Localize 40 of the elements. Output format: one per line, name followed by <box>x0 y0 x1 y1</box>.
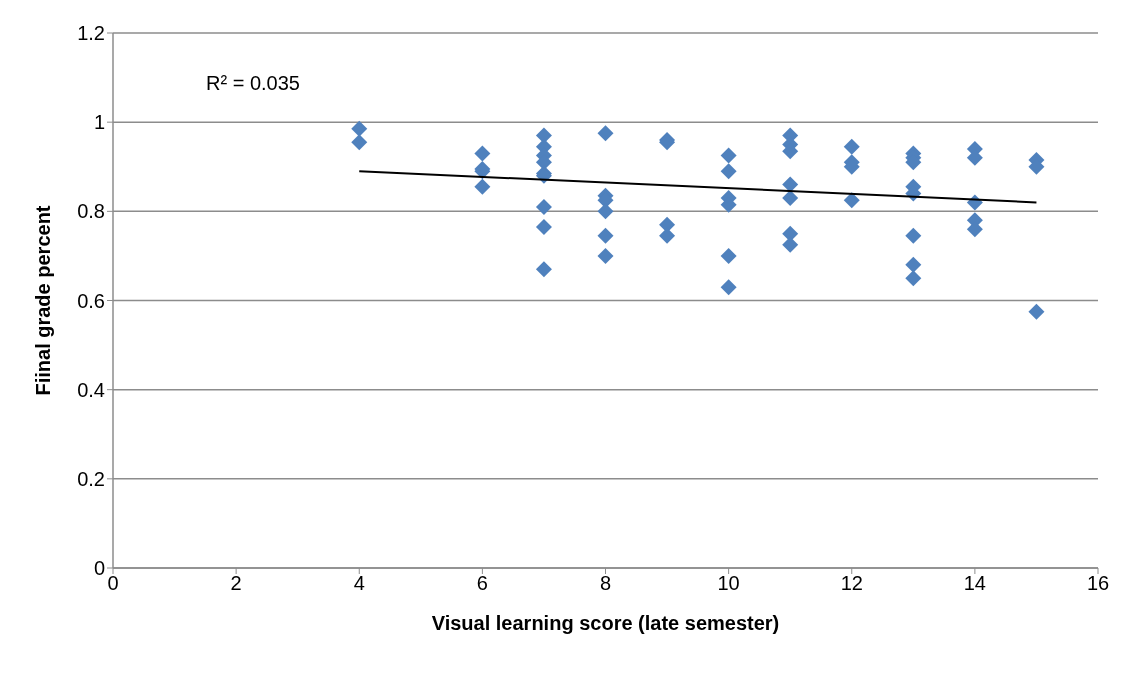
x-tick-label: 6 <box>476 572 488 595</box>
x-tick-label: 16 <box>1086 572 1110 595</box>
point <box>351 120 368 137</box>
x-tick-label: 12 <box>840 572 863 595</box>
point <box>535 261 552 278</box>
y-tick-label: 1 <box>93 111 105 134</box>
y-tick-label: 1.2 <box>77 22 105 45</box>
point <box>474 178 491 195</box>
x-tick-label: 0 <box>107 572 119 595</box>
y-tick-label: 0 <box>93 557 105 580</box>
point <box>597 247 614 264</box>
y-tick-label: 0.2 <box>77 467 105 490</box>
point <box>720 247 737 264</box>
point <box>782 176 799 193</box>
x-axis-title: Visual learning score (late semester) <box>431 612 780 634</box>
point <box>535 218 552 235</box>
x-tick-label: 4 <box>353 572 365 595</box>
point <box>474 145 491 162</box>
point <box>905 270 922 287</box>
point <box>597 125 614 142</box>
point <box>905 227 922 244</box>
y-axis-title: Fiinal grade percent <box>32 205 55 396</box>
point <box>905 256 922 273</box>
y-tick-label: 0.4 <box>77 378 105 401</box>
point <box>843 138 860 155</box>
point <box>720 163 737 180</box>
point <box>535 198 552 215</box>
point <box>597 227 614 244</box>
annotation: R² = 0.035 <box>206 72 300 94</box>
x-tick-label: 10 <box>717 572 740 595</box>
x-tick-label: 14 <box>963 572 986 595</box>
point <box>720 279 737 296</box>
y-tick-label: 0.6 <box>77 289 105 312</box>
point <box>720 147 737 164</box>
x-tick-label: 8 <box>599 572 612 595</box>
point <box>351 134 368 151</box>
point <box>843 192 860 209</box>
point <box>1028 303 1045 320</box>
y-tick-label: 0.8 <box>77 200 105 223</box>
x-tick-label: 2 <box>230 572 242 595</box>
